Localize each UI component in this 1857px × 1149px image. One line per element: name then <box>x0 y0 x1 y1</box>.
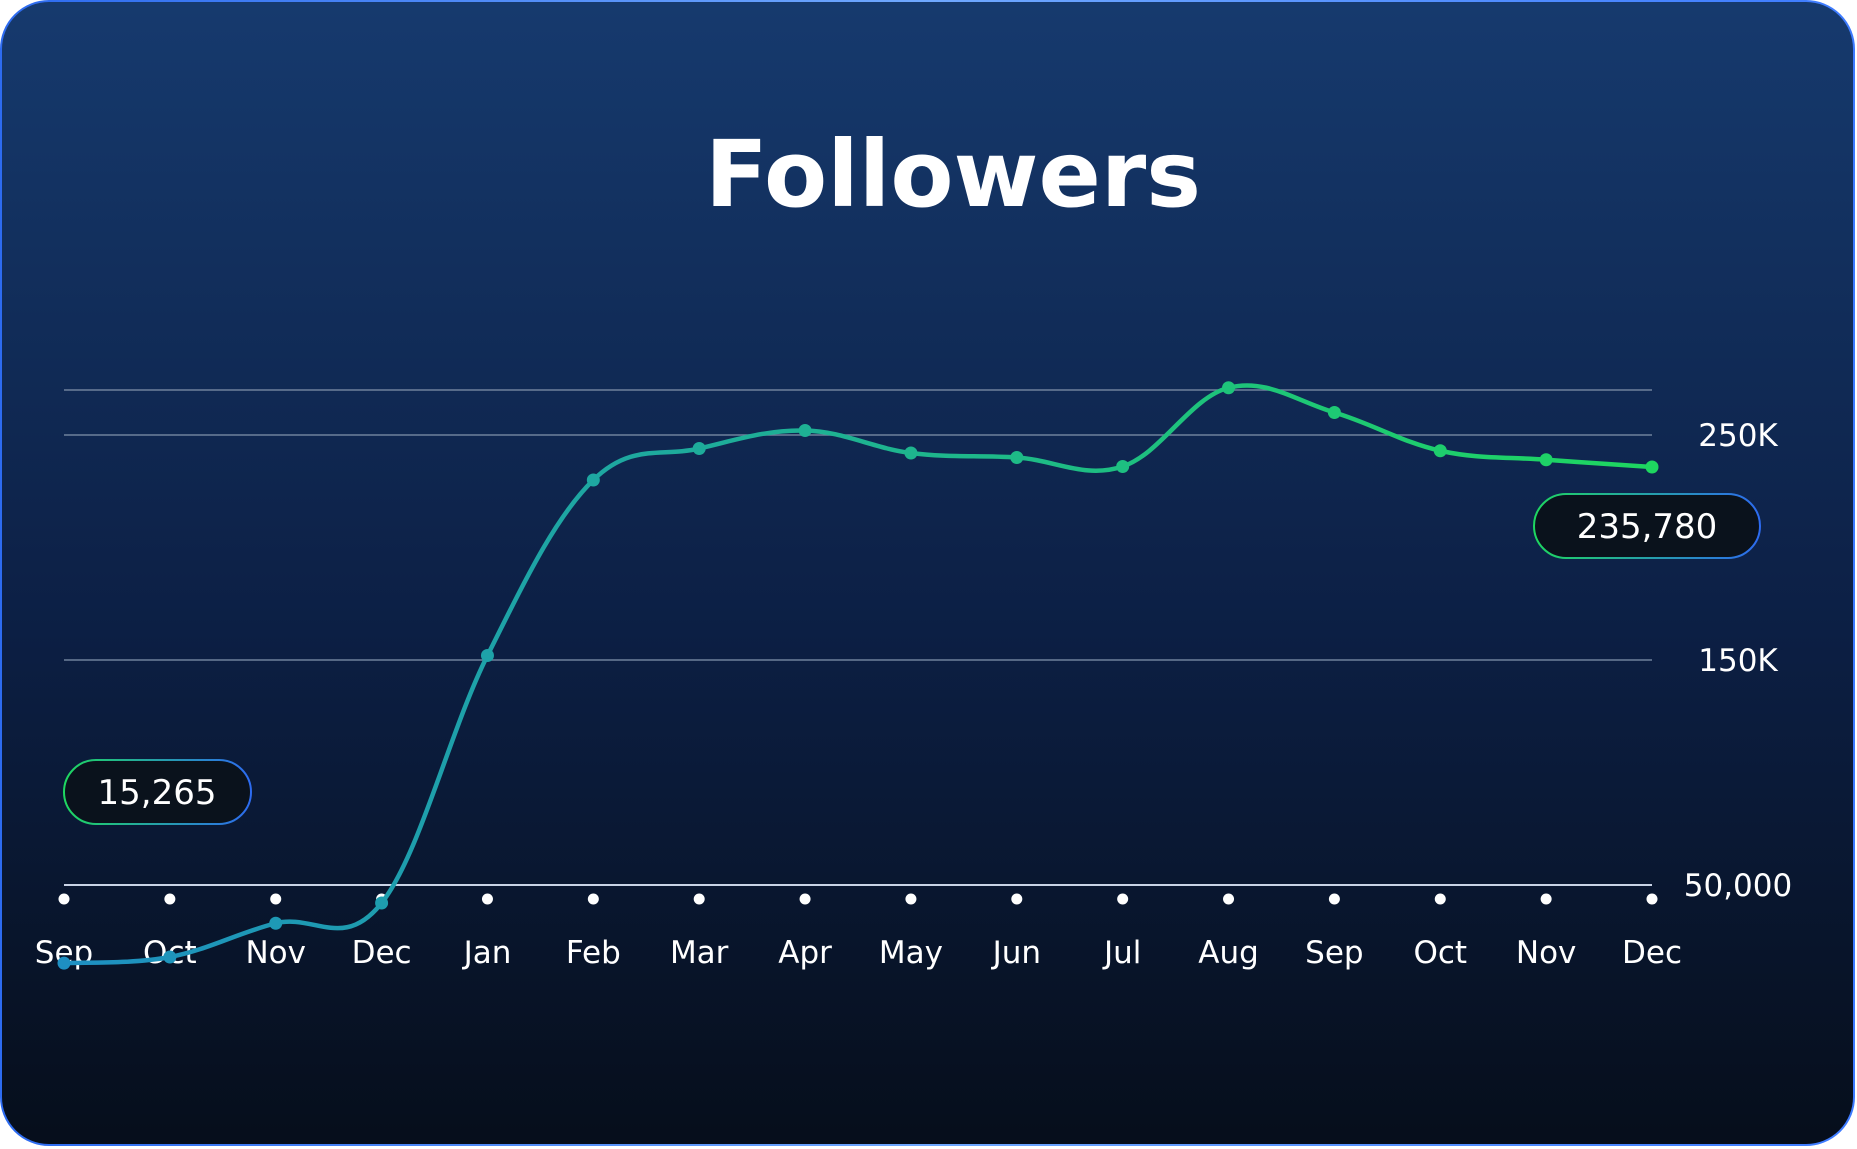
x-tick-dot <box>481 893 493 905</box>
data-point <box>163 950 177 964</box>
start-callout-pill <box>63 759 252 825</box>
x-axis: SepOctNovDecJanFebMarAprMayJunJulAugSepO… <box>35 893 1682 971</box>
data-point <box>1645 460 1659 474</box>
x-tick-dot <box>1328 893 1340 905</box>
data-point <box>1539 453 1553 467</box>
data-points <box>57 381 1659 970</box>
y-axis-labels: 50,000 150K 250K <box>1684 418 1792 904</box>
data-point <box>480 649 494 662</box>
x-tick-dot <box>164 893 176 905</box>
x-tick-dot <box>1117 893 1129 905</box>
x-tick-label: Apr <box>778 935 832 971</box>
x-tick-label: Dec <box>352 935 412 971</box>
data-point <box>1327 406 1341 419</box>
x-tick-label: Oct <box>1413 935 1467 971</box>
data-point <box>1010 451 1024 464</box>
x-tick-dot <box>1646 893 1658 905</box>
x-tick-dot <box>587 893 599 905</box>
y-tick-label: 50,000 <box>1684 868 1792 904</box>
x-tick-dot <box>693 893 705 905</box>
data-point <box>57 956 71 970</box>
chart-title: Followers <box>705 121 1201 228</box>
data-point <box>269 916 283 930</box>
x-tick-dot <box>270 893 282 905</box>
x-tick-dot <box>905 893 917 905</box>
x-tick-dot <box>799 893 811 905</box>
x-tick-dot <box>1223 893 1235 905</box>
x-tick-dot <box>1540 893 1552 905</box>
y-tick-label: 250K <box>1698 418 1778 454</box>
x-tick-label: Jun <box>991 935 1041 971</box>
x-tick-label: Nov <box>245 935 306 971</box>
x-tick-label: Jan <box>462 935 512 971</box>
data-point <box>1433 444 1447 458</box>
x-tick-label: Aug <box>1198 935 1259 971</box>
data-point <box>375 896 389 910</box>
x-tick-label: May <box>879 935 943 971</box>
end-callout-value: 235,780 <box>1577 507 1718 547</box>
start-value-callout: 15,265 <box>63 759 252 825</box>
x-tick-label: Sep <box>1305 935 1363 971</box>
data-point <box>1116 460 1130 473</box>
data-point <box>586 473 600 487</box>
x-tick-dot <box>1434 893 1446 905</box>
x-tick-label: Nov <box>1516 935 1577 971</box>
x-tick-label: Mar <box>670 935 729 971</box>
data-point <box>692 442 706 455</box>
x-tick-label: Feb <box>566 935 621 971</box>
start-callout-value: 15,265 <box>98 773 217 813</box>
y-tick-label: 150K <box>1698 643 1778 679</box>
data-point <box>798 424 812 437</box>
data-point <box>1222 381 1236 395</box>
x-tick-label: Dec <box>1622 935 1682 971</box>
data-point <box>904 446 918 460</box>
x-tick-label: Jul <box>1102 935 1141 971</box>
x-tick-dot <box>1011 893 1023 905</box>
x-tick-dot <box>58 893 70 905</box>
end-callout-pill <box>1533 493 1761 559</box>
end-value-callout: 235,780 <box>1533 493 1761 559</box>
